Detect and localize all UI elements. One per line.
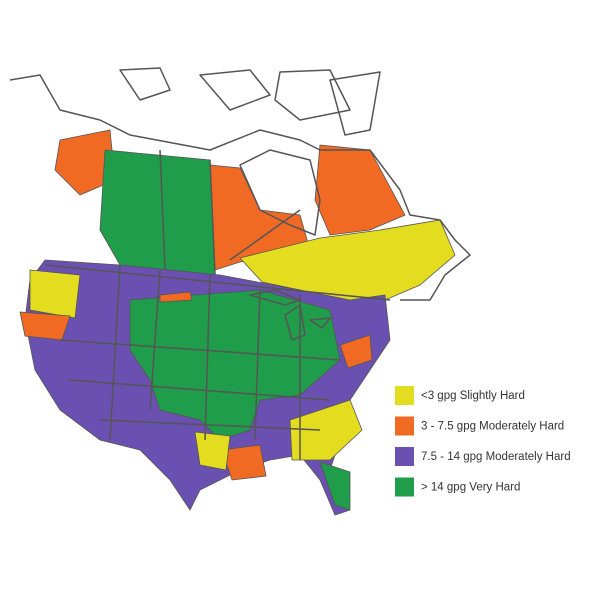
hardness-region xyxy=(29,269,81,319)
hardness-region xyxy=(129,289,341,441)
borders xyxy=(9,67,471,460)
legend-label: <3 gpg Slightly Hard xyxy=(421,390,525,402)
legend-label: 3 - 7.5 gpg Moderately Hard xyxy=(421,421,564,433)
hardness-region xyxy=(194,431,231,471)
hardness-region xyxy=(99,149,216,276)
legend: <3 gpg Slightly Hard 3 - 7.5 gpg Moderate… xyxy=(395,386,571,497)
hardness-region xyxy=(339,334,373,369)
legend-swatch xyxy=(395,477,414,497)
legend-swatch xyxy=(395,416,414,436)
hudson-bay xyxy=(239,149,321,236)
hardness-region xyxy=(159,291,193,303)
hardness-region xyxy=(54,129,116,196)
legend-swatch xyxy=(395,386,414,405)
north-coast xyxy=(9,74,471,301)
hardness-region xyxy=(319,461,351,511)
hardness-region xyxy=(19,311,71,341)
map-regions xyxy=(19,129,456,516)
state-lines xyxy=(44,149,391,460)
great-lakes xyxy=(249,289,331,341)
legend-label: 7.5 - 14 gpg Moderately Hard xyxy=(421,451,571,463)
hardness-region xyxy=(289,399,363,461)
arctic-islands xyxy=(119,67,381,136)
hardness-region xyxy=(209,164,311,271)
legend-label: > 14 gpg Very Hard xyxy=(421,482,520,494)
legend-swatch xyxy=(395,447,414,466)
hardness-region xyxy=(314,144,406,236)
hardness-region xyxy=(221,444,267,481)
